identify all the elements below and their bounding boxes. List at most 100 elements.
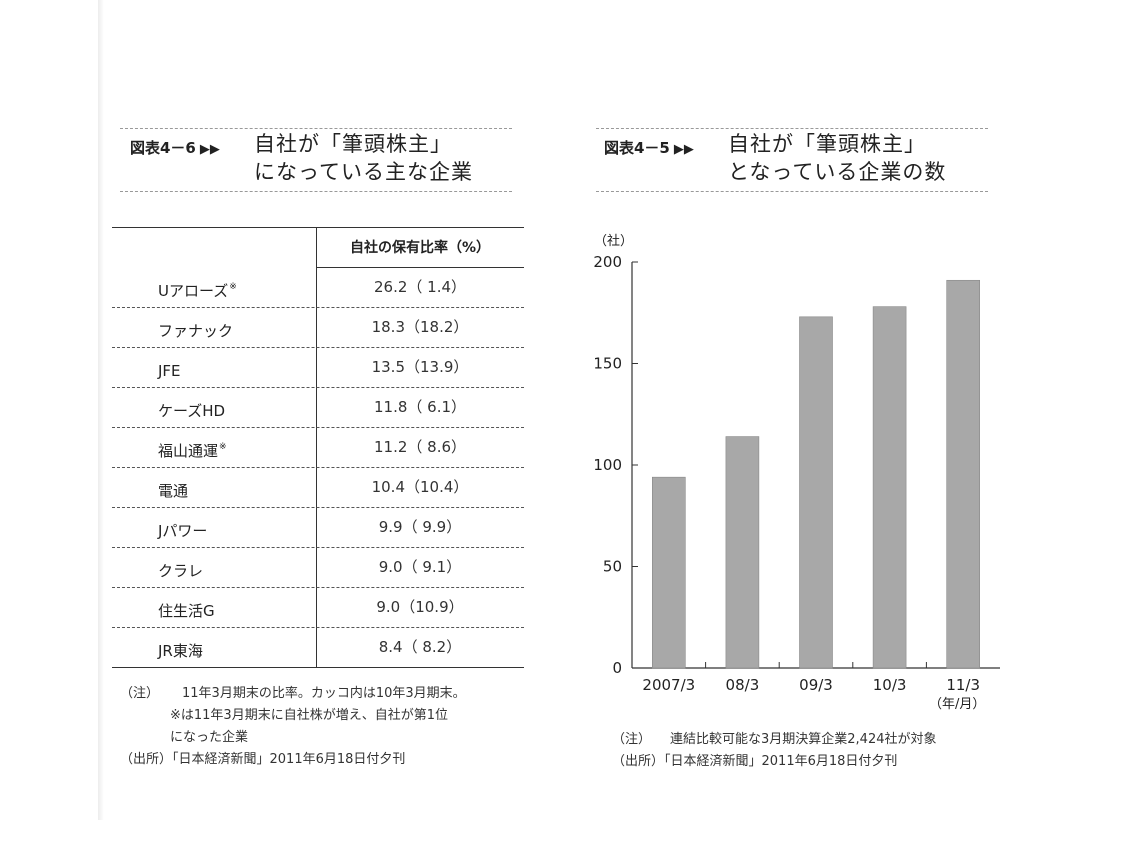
holding-ratio: 18.3（18.2） [371,318,469,336]
bar [799,316,833,669]
row-separator [112,547,524,548]
left-figure-title-line1: 自社が「筆頭株主」 [254,132,452,156]
table-row: クラレ 9.0（ 9.1） [112,547,524,588]
left-note-line3: になった企業 [170,730,249,745]
x-tick-label: 08/3 [726,676,760,694]
company-name-text: JR東海 [158,642,203,660]
right-note-label: （注） [612,732,652,747]
holding-ratio: 26.2（ 1.4） [373,278,467,296]
table-bottom-rule [112,667,524,668]
table-row: Uアローズ※ 26.2（ 1.4） [112,267,524,308]
x-tick-label: 09/3 [799,676,833,694]
holding-ratio: 9.0（ 9.1） [378,558,462,576]
company-name: クラレ [158,547,204,587]
right-source-text: 「日本経済新聞」2011年6月18日付夕刊 [664,754,898,769]
left-figure-title-line2: になっている主な企業 [254,160,473,184]
holding-ratio: 10.4（10.4） [371,478,469,496]
y-tick-label: 150 [593,355,622,373]
table-row: 住生活G 9.0（10.9） [112,587,524,628]
double-arrow-icon: ▶▶ [673,142,694,157]
x-tick-label: 11/3 [946,676,980,694]
table-row: 電通 10.4（10.4） [112,467,524,508]
company-name: 福山通運※ [158,427,227,467]
bar [872,306,907,669]
new-top-holder-mark: ※ [229,282,237,292]
left-source: （出所）「日本経済新聞」2011年6月18日付夕刊 [120,749,466,771]
left-note: （注） 11年3月期末の比率。カッコ内は10年3月期末。 [120,683,466,705]
left-source-text: 「日本経済新聞」2011年6月18日付夕刊 [172,752,406,767]
holding-ratio: 11.2（ 8.6） [373,438,467,456]
company-name-text: ファナック [158,322,234,340]
table-row: 福山通運※ 11.2（ 8.6） [112,427,524,468]
y-unit-label: （社） [594,233,633,249]
left-note-line1: 11年3月期末の比率。カッコ内は10年3月期末。 [182,686,466,701]
row-separator [112,347,524,348]
company-name: Uアローズ※ [158,267,237,307]
right-notes: （注） 連結比較可能な3月期決算企業2,424社が対象 （出所）「日本経済新聞」2… [612,729,937,773]
company-name: ファナック [158,307,234,347]
company-name: 住生活G [158,587,216,627]
table-column-divider [316,227,317,667]
company-name-text: ケーズHD [158,402,226,420]
company-name-text: Jパワー [158,522,208,540]
new-top-holder-mark: ※ [219,442,227,452]
right-note: （注） 連結比較可能な3月期決算企業2,424社が対象 [612,729,937,751]
y-tick-label: 50 [603,558,622,576]
double-arrow-icon: ▶▶ [199,142,220,157]
left-notes: （注） 11年3月期末の比率。カッコ内は10年3月期末。 ※は11年3月期末に自社… [120,683,466,771]
bar [725,436,760,669]
company-name-text: クラレ [158,562,204,580]
bar [652,476,686,669]
row-separator [112,307,524,308]
x-tick-label: 10/3 [873,676,907,694]
holding-ratio: 9.0（10.9） [376,598,464,616]
x-tick-label: 2007/3 [642,676,695,694]
left-note-line2: ※は11年3月期末に自社株が増え、自社が第1位 [170,708,448,723]
holding-ratio: 11.8（ 6.1） [373,398,467,416]
left-note-label: （注） [120,686,160,701]
company-name-text: 住生活G [158,602,215,620]
row-separator [112,387,524,388]
table-row: ファナック 18.3（18.2） [112,307,524,348]
company-name: ケーズHD [158,387,226,427]
right-figure-header [596,128,988,192]
left-source-label: （出所） [120,752,173,767]
left-figure-header [120,128,512,192]
right-source: （出所）「日本経済新聞」2011年6月18日付夕刊 [612,751,937,773]
company-name-text: 福山通運 [158,442,219,460]
page-edge [98,0,104,820]
table-row: JR東海 8.4（ 8.2） [112,627,524,667]
holding-ratio: 13.5（13.9） [371,358,469,376]
table-row: Jパワー 9.9（ 9.9） [112,507,524,548]
holding-ratio: 8.4（ 8.2） [378,638,462,656]
x-unit-label: （年/月） [929,697,985,712]
company-name-text: Uアローズ [158,282,229,300]
y-tick-label: 0 [612,659,622,677]
row-separator [112,427,524,428]
bar-chart: 0 50 100 150 200 （社） 2007/3 08/3 09/3 10/3 11/3 （年/… [593,233,1000,712]
y-tick-label: 200 [593,253,622,271]
right-figure-title-line1: 自社が「筆頭株主」 [728,132,926,156]
row-separator [112,627,524,628]
holding-ratio: 9.9（ 9.9） [378,518,462,536]
company-name: 電通 [158,467,189,507]
table-column-header: 自社の保有比率（%） [316,227,524,268]
right-note-text: 連結比較可能な3月期決算企業2,424社が対象 [670,732,937,747]
row-separator [112,587,524,588]
table-top-rule [112,227,524,228]
company-name: JFE [158,347,182,387]
y-tick-label: 100 [593,456,622,474]
left-figure-label: 図表4－6 ▶▶ [130,139,220,157]
company-name-text: 電通 [158,482,189,500]
company-name-text: JFE [158,362,181,380]
row-separator [112,507,524,508]
table-row: ケーズHD 11.8（ 6.1） [112,387,524,428]
row-separator [112,467,524,468]
company-name: JR東海 [158,627,204,667]
table-row: JFE 13.5（13.9） [112,347,524,388]
company-name: Jパワー [158,507,208,547]
bar [946,279,981,669]
right-source-label: （出所） [612,754,665,769]
right-figure-title-line2: となっている企業の数 [728,160,947,184]
right-figure-label: 図表4－5 ▶▶ [604,139,694,157]
